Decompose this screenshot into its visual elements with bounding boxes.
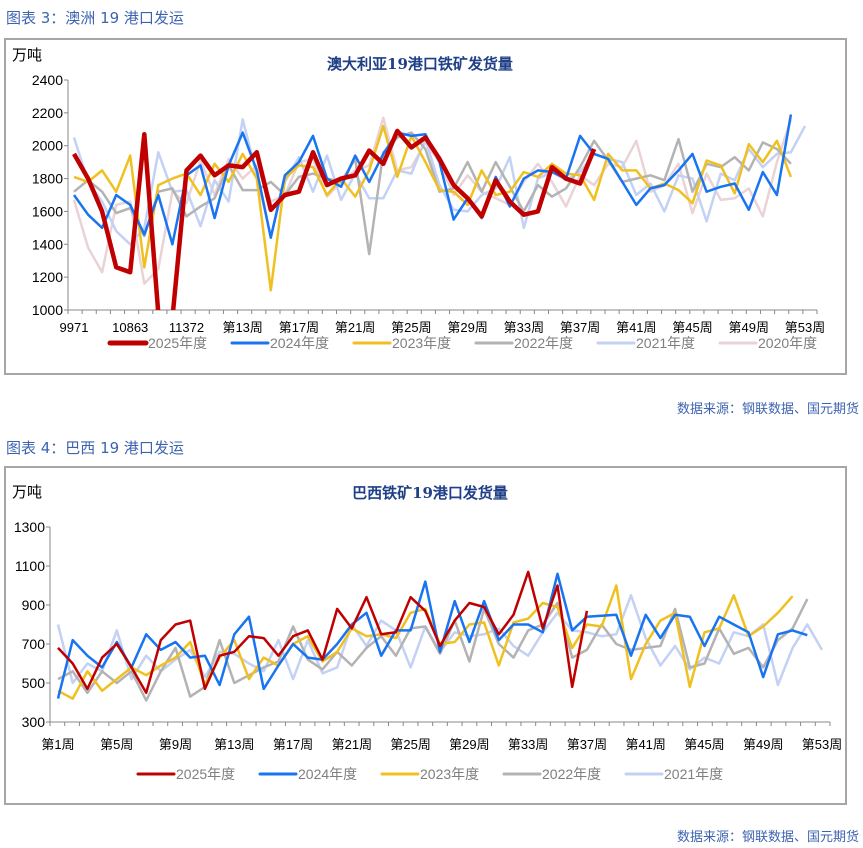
y-tick-label: 1300 xyxy=(14,519,45,535)
legend-label: 2021年度 xyxy=(636,335,695,351)
legend-label: 2022年度 xyxy=(514,335,573,351)
y-tick-label: 1800 xyxy=(32,171,63,187)
x-tick-label: 第53周 xyxy=(785,320,825,335)
y-tick-label: 900 xyxy=(22,597,46,613)
y-tick-label: 1200 xyxy=(32,269,63,285)
series-line-2023年度 xyxy=(73,124,793,292)
figure-3-label: 图表 3：澳洲 19 港口发运 xyxy=(6,9,184,27)
x-tick-label: 第5周 xyxy=(100,737,133,752)
plot-area xyxy=(72,114,807,310)
legend-label: 2025年度 xyxy=(148,335,207,351)
y-tick-label: 1100 xyxy=(15,558,45,574)
legend-label: 2024年度 xyxy=(298,766,357,782)
x-tick-label: 第21周 xyxy=(335,320,375,335)
x-tick-label: 第17周 xyxy=(273,737,313,752)
x-tick-label: 第13周 xyxy=(222,320,262,335)
y-tick-label: 700 xyxy=(22,636,46,652)
x-tick-label: 第17周 xyxy=(279,320,319,335)
chart-title: 巴西铁矿19港口发货量 xyxy=(352,484,508,502)
x-tick-label: 第41周 xyxy=(625,737,665,752)
x-tick-label: 9971 xyxy=(60,320,89,335)
x-tick-label: 第45周 xyxy=(672,320,712,335)
x-tick-label: 11372 xyxy=(169,320,204,335)
x-tick-label: 第33周 xyxy=(504,320,544,335)
x-tick-label: 第49周 xyxy=(743,737,783,752)
figure-4-source: 数据来源：钢联数据、国元期货 xyxy=(676,830,859,845)
legend-label: 2023年度 xyxy=(420,766,479,782)
y-tick-label: 1600 xyxy=(32,203,63,219)
x-tick-label: 10863 xyxy=(112,320,148,335)
series-line-2025年度 xyxy=(72,128,597,310)
series-line-2022年度 xyxy=(73,131,792,256)
legend-label: 2023年度 xyxy=(392,335,451,351)
chart-frame-australia xyxy=(4,38,847,375)
x-tick-label: 第25周 xyxy=(390,737,430,752)
figure-4-label: 图表 4：巴西 19 港口发运 xyxy=(6,439,184,457)
plot-area xyxy=(56,570,824,702)
y-unit-label: 万吨 xyxy=(12,484,42,501)
x-tick-label: 第13周 xyxy=(214,737,254,752)
x-tick-label: 第1周 xyxy=(41,737,74,752)
y-tick-label: 1400 xyxy=(32,236,63,252)
y-tick-label: 2000 xyxy=(32,138,63,154)
x-tick-label: 第29周 xyxy=(447,320,487,335)
legend-label: 2024年度 xyxy=(270,335,329,351)
x-tick-label: 第25周 xyxy=(391,320,431,335)
series-line-2024年度 xyxy=(56,572,808,699)
legend-label: 2020年度 xyxy=(758,335,817,351)
x-tick-label: 第49周 xyxy=(729,320,769,335)
x-tick-label: 第33周 xyxy=(508,737,548,752)
legend-label: 2025年度 xyxy=(176,766,235,782)
y-tick-label: 2400 xyxy=(32,72,63,88)
legend-label: 2022年度 xyxy=(542,766,601,782)
x-tick-label: 第53周 xyxy=(802,737,842,752)
x-tick-label: 第45周 xyxy=(684,737,724,752)
chart-title: 澳大利亚19港口铁矿发货量 xyxy=(327,55,513,73)
x-tick-label: 第9周 xyxy=(159,737,192,752)
x-tick-label: 第37周 xyxy=(560,320,600,335)
legend-label: 2021年度 xyxy=(664,766,723,782)
series-line-2021年度 xyxy=(72,118,807,246)
x-tick-label: 第21周 xyxy=(332,737,372,752)
x-tick-label: 第37周 xyxy=(567,737,607,752)
x-tick-label: 第29周 xyxy=(449,737,489,752)
y-unit-label: 万吨 xyxy=(12,47,42,64)
y-tick-label: 1000 xyxy=(32,302,63,318)
figure-3-source: 数据来源：钢联数据、国元期货 xyxy=(676,402,859,417)
x-tick-label: 第41周 xyxy=(616,320,656,335)
series-line-2023年度 xyxy=(57,584,794,700)
y-tick-label: 2200 xyxy=(32,105,63,121)
y-tick-label: 500 xyxy=(22,675,46,691)
y-tick-label: 300 xyxy=(22,714,46,730)
series-line-2025年度 xyxy=(57,570,589,695)
series-line-2022年度 xyxy=(57,598,809,702)
